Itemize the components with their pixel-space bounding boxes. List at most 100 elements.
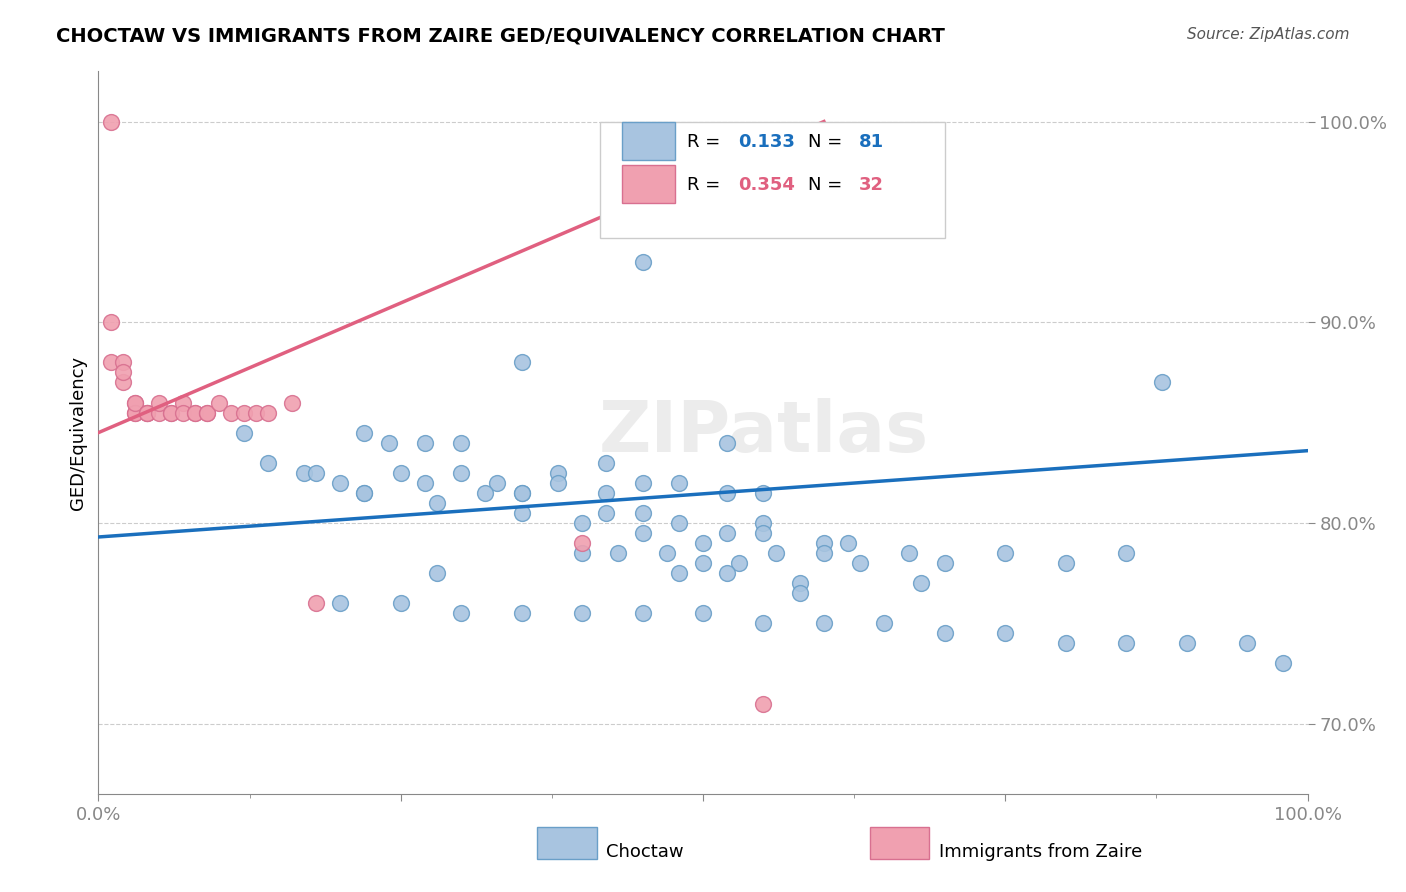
Point <box>716 566 738 581</box>
Y-axis label: GED/Equivalency: GED/Equivalency <box>69 356 87 509</box>
Point <box>571 536 593 550</box>
Point <box>474 486 496 500</box>
Point <box>547 475 569 490</box>
Point <box>184 406 207 420</box>
Point <box>353 425 375 440</box>
Point <box>692 556 714 570</box>
Point <box>897 546 920 560</box>
Point <box>148 395 170 409</box>
Point <box>124 395 146 409</box>
Point <box>426 566 449 581</box>
Point <box>100 355 122 369</box>
Text: N =: N = <box>808 176 848 194</box>
Point <box>716 486 738 500</box>
Point <box>668 566 690 581</box>
Point <box>631 526 654 541</box>
Text: N =: N = <box>808 133 848 151</box>
Point <box>450 607 472 621</box>
Point <box>1236 636 1258 650</box>
Text: 32: 32 <box>859 176 884 194</box>
Point <box>450 466 472 480</box>
Point <box>994 546 1017 560</box>
Text: Choctaw: Choctaw <box>606 843 683 861</box>
Point <box>692 536 714 550</box>
Point <box>353 486 375 500</box>
Point <box>595 456 617 470</box>
Point <box>486 475 509 490</box>
Text: Immigrants from Zaire: Immigrants from Zaire <box>939 843 1142 861</box>
Text: CHOCTAW VS IMMIGRANTS FROM ZAIRE GED/EQUIVALENCY CORRELATION CHART: CHOCTAW VS IMMIGRANTS FROM ZAIRE GED/EQU… <box>56 27 945 45</box>
Point <box>837 536 859 550</box>
Point <box>752 697 775 711</box>
Point <box>305 596 328 610</box>
Point <box>124 406 146 420</box>
Point <box>135 406 157 420</box>
Point <box>135 406 157 420</box>
Point <box>124 406 146 420</box>
Point <box>813 546 835 560</box>
Point <box>789 205 811 219</box>
Point <box>208 395 231 409</box>
Point <box>510 506 533 520</box>
FancyBboxPatch shape <box>621 165 675 202</box>
Point <box>135 406 157 420</box>
Point <box>111 366 134 380</box>
Text: 81: 81 <box>859 133 884 151</box>
Point <box>1115 636 1137 650</box>
Point <box>910 576 932 591</box>
Point <box>413 475 436 490</box>
Point <box>1054 636 1077 650</box>
Point <box>716 435 738 450</box>
Point <box>148 406 170 420</box>
Text: Source: ZipAtlas.com: Source: ZipAtlas.com <box>1187 27 1350 42</box>
Text: R =: R = <box>688 133 727 151</box>
Point <box>510 355 533 369</box>
Point <box>377 435 399 450</box>
Text: 0.133: 0.133 <box>738 133 794 151</box>
Point <box>510 607 533 621</box>
Point <box>631 255 654 269</box>
Point <box>1175 636 1198 650</box>
Point <box>765 546 787 560</box>
Point <box>668 475 690 490</box>
Point <box>1115 546 1137 560</box>
Point <box>752 616 775 631</box>
Point <box>426 496 449 510</box>
Point <box>752 516 775 530</box>
Point <box>111 376 134 390</box>
Point <box>160 406 183 420</box>
Point <box>547 466 569 480</box>
Point <box>934 556 956 570</box>
Point <box>245 406 267 420</box>
Point <box>571 546 593 560</box>
Point <box>184 406 207 420</box>
Point <box>256 456 278 470</box>
Point <box>789 576 811 591</box>
Point <box>1272 657 1295 671</box>
Point <box>305 466 328 480</box>
Point <box>281 395 304 409</box>
Point <box>172 395 194 409</box>
Point <box>389 596 412 610</box>
Point <box>510 486 533 500</box>
Point <box>450 435 472 450</box>
Point <box>160 406 183 420</box>
Text: ZIPatlas: ZIPatlas <box>599 398 928 467</box>
Point <box>195 406 218 420</box>
Point <box>256 406 278 420</box>
FancyBboxPatch shape <box>537 827 596 859</box>
Point <box>716 526 738 541</box>
Point <box>813 616 835 631</box>
Point <box>789 586 811 600</box>
Point <box>655 546 678 560</box>
FancyBboxPatch shape <box>621 122 675 160</box>
FancyBboxPatch shape <box>870 827 929 859</box>
Point <box>221 406 243 420</box>
Point <box>813 536 835 550</box>
Point <box>232 406 254 420</box>
Point <box>413 435 436 450</box>
Point <box>631 506 654 520</box>
Point <box>595 506 617 520</box>
Point <box>728 556 751 570</box>
Point <box>195 406 218 420</box>
